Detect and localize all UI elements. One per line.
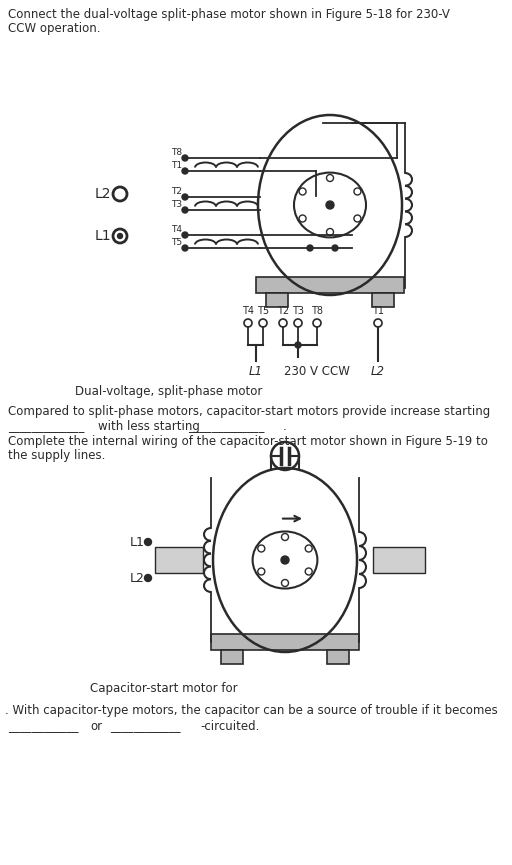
Bar xyxy=(256,277,404,293)
Text: Dual-voltage, split-phase motor: Dual-voltage, split-phase motor xyxy=(75,385,262,398)
Bar xyxy=(372,293,394,307)
Text: T4: T4 xyxy=(242,306,254,316)
Circle shape xyxy=(281,556,289,564)
FancyBboxPatch shape xyxy=(373,547,425,573)
Text: T5: T5 xyxy=(171,238,182,247)
Text: L1: L1 xyxy=(248,365,263,378)
Circle shape xyxy=(182,155,188,161)
Text: T4: T4 xyxy=(171,225,182,234)
Text: T5: T5 xyxy=(257,306,269,316)
Text: Start: Start xyxy=(381,554,417,567)
Bar xyxy=(211,634,359,650)
Circle shape xyxy=(113,229,127,243)
Text: Compared to split-phase motors, capacitor-start motors provide increase starting: Compared to split-phase motors, capacito… xyxy=(8,405,490,418)
Bar xyxy=(327,650,349,664)
Text: or: or xyxy=(90,720,102,733)
Text: T1: T1 xyxy=(171,161,182,170)
Text: .: . xyxy=(283,420,287,433)
Text: 230 V CCW: 230 V CCW xyxy=(284,365,350,378)
Text: Connect the dual-voltage split-phase motor shown in Figure 5-18 for 230-V: Connect the dual-voltage split-phase mot… xyxy=(8,8,450,21)
Circle shape xyxy=(182,245,188,251)
Text: L2: L2 xyxy=(371,365,385,378)
Text: -circuited.: -circuited. xyxy=(200,720,260,733)
Text: Run: Run xyxy=(165,554,193,567)
Text: T3: T3 xyxy=(171,200,182,209)
Text: T2: T2 xyxy=(277,306,289,316)
Text: the supply lines.: the supply lines. xyxy=(8,449,105,462)
Circle shape xyxy=(117,234,122,239)
Text: Capacitor-start motor for: Capacitor-start motor for xyxy=(90,682,238,695)
Text: ____________: ____________ xyxy=(110,720,181,733)
Text: with less starting: with less starting xyxy=(98,420,200,433)
Text: CCW operation.: CCW operation. xyxy=(8,22,100,35)
Text: L2: L2 xyxy=(130,572,145,585)
Text: T3: T3 xyxy=(292,306,304,316)
Circle shape xyxy=(182,168,188,174)
Circle shape xyxy=(326,201,334,209)
Text: . With capacitor-type motors, the capacitor can be a source of trouble if it bec: . With capacitor-type motors, the capaci… xyxy=(5,704,498,717)
Circle shape xyxy=(307,245,313,251)
Circle shape xyxy=(182,207,188,213)
FancyBboxPatch shape xyxy=(155,547,203,573)
Text: Complete the internal wiring of the capacitor-start motor shown in Figure 5-19 t: Complete the internal wiring of the capa… xyxy=(8,435,488,448)
Circle shape xyxy=(182,232,188,238)
Circle shape xyxy=(332,245,338,251)
Text: T8: T8 xyxy=(311,306,323,316)
Circle shape xyxy=(295,342,301,348)
Text: _____________: _____________ xyxy=(8,420,84,433)
Text: L2: L2 xyxy=(95,187,112,201)
Text: T8: T8 xyxy=(171,148,182,157)
Text: T2: T2 xyxy=(171,187,182,196)
Bar xyxy=(221,650,243,664)
Text: T1: T1 xyxy=(372,306,384,316)
Text: ____________: ____________ xyxy=(8,720,78,733)
Circle shape xyxy=(144,574,152,581)
Text: L1: L1 xyxy=(130,535,145,548)
Text: _____________: _____________ xyxy=(188,420,264,433)
Circle shape xyxy=(144,539,152,546)
Circle shape xyxy=(182,194,188,200)
Bar xyxy=(266,293,288,307)
Text: L1: L1 xyxy=(95,229,112,243)
Circle shape xyxy=(113,187,127,201)
